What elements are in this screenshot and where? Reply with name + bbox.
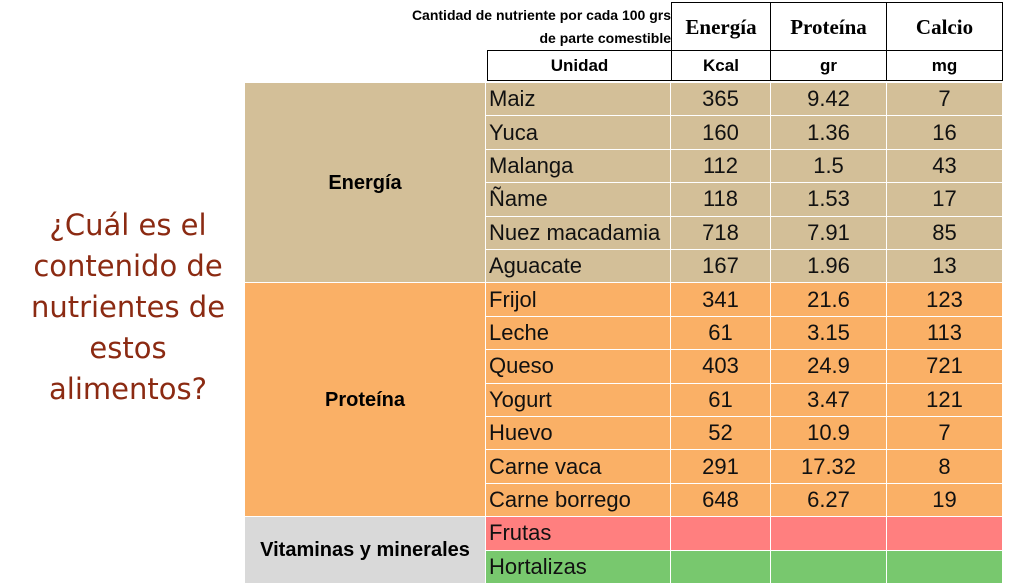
value-cell: 648 [671, 483, 771, 518]
value-cell: 718 [671, 216, 771, 250]
food-name-cell: Hortalizas [486, 550, 671, 584]
value-cell: 3.47 [771, 383, 887, 417]
column-header-energia: Energía [671, 2, 771, 52]
category-cell: Vitaminas y minerales [245, 517, 485, 584]
value-cell: 43 [887, 149, 1003, 184]
value-cell: 3.15 [771, 316, 887, 351]
value-cell: 17 [887, 183, 1003, 217]
value-cell: 8 [887, 450, 1003, 484]
value-cell: 121 [887, 383, 1003, 417]
value-cell: 113 [887, 316, 1003, 351]
food-name-cell: Frijol [486, 283, 671, 317]
column-header-calcio: Calcio [886, 2, 1003, 52]
value-cell: 721 [887, 350, 1003, 384]
food-name-cell: Huevo [486, 417, 671, 451]
value-cell: 1.5 [771, 149, 887, 184]
food-name-cell: Yuca [486, 116, 671, 150]
value-cell: 10.9 [771, 417, 887, 451]
unit-mg: mg [886, 50, 1003, 81]
value-cell: 160 [671, 116, 771, 150]
value-cell: 7.91 [771, 216, 887, 250]
value-cell: 112 [671, 149, 771, 184]
header-caption-line2: de parte comestible [539, 30, 672, 46]
question-text: ¿Cuál es el contenido de nutrientes de e… [30, 208, 226, 406]
food-name-cell: Queso [486, 350, 671, 384]
value-cell: 403 [671, 350, 771, 384]
value-cell: 17.32 [771, 450, 887, 484]
value-cell: 9.42 [771, 83, 887, 117]
value-cell: 291 [671, 450, 771, 484]
value-cell [671, 550, 771, 584]
value-cell: 6.27 [771, 483, 887, 518]
food-name-cell: Yogurt [486, 383, 671, 417]
value-cell: 19 [887, 483, 1003, 518]
food-name-cell: Nuez macadamia [486, 216, 671, 250]
food-name-cell: Carne borrego [486, 483, 671, 518]
unit-label: Unidad [487, 50, 672, 81]
value-cell [887, 550, 1003, 584]
unit-kcal: Kcal [671, 50, 771, 81]
value-cell [771, 517, 887, 551]
food-name-cell: Carne vaca [486, 450, 671, 484]
value-cell: 24.9 [771, 350, 887, 384]
value-cell: 7 [887, 83, 1003, 117]
value-cell: 52 [671, 417, 771, 451]
food-name-cell: Frutas [486, 517, 671, 551]
value-cell: 1.53 [771, 183, 887, 217]
value-cell: 61 [671, 316, 771, 351]
value-cell [771, 550, 887, 584]
value-cell: 7 [887, 417, 1003, 451]
value-cell: 123 [887, 283, 1003, 317]
food-name-cell: Malanga [486, 149, 671, 184]
value-cell: 365 [671, 83, 771, 117]
value-cell: 21.6 [771, 283, 887, 317]
header-caption: Cantidad de nutriente por cada 100 grs d… [340, 4, 671, 50]
value-cell: 85 [887, 216, 1003, 250]
value-cell: 341 [671, 283, 771, 317]
header-caption-line1: Cantidad de nutriente por cada 100 grs [411, 7, 671, 23]
food-name-cell: Maiz [486, 83, 671, 117]
food-name-cell: Aguacate [486, 250, 671, 284]
value-cell: 61 [671, 383, 771, 417]
column-header-proteina: Proteína [770, 2, 887, 52]
value-cell: 16 [887, 116, 1003, 150]
value-cell: 1.96 [771, 250, 887, 284]
value-cell: 1.36 [771, 116, 887, 150]
food-name-cell: Ñame [486, 183, 671, 217]
food-name-cell: Leche [486, 316, 671, 351]
category-cell: Energía [245, 83, 485, 284]
value-cell [671, 517, 771, 551]
value-cell: 167 [671, 250, 771, 284]
value-cell: 13 [887, 250, 1003, 284]
category-cell: Proteína [245, 283, 485, 518]
value-cell [887, 517, 1003, 551]
value-cell: 118 [671, 183, 771, 217]
unit-gr: gr [770, 50, 887, 81]
